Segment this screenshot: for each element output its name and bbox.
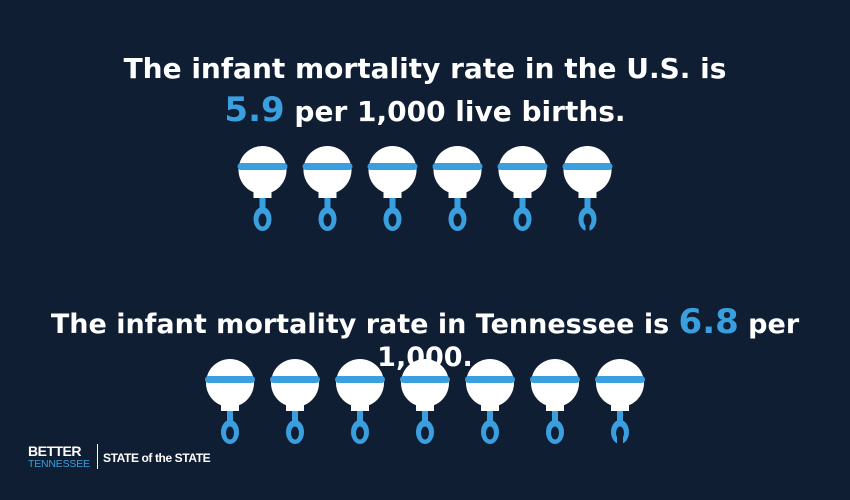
rattle-loop-hole bbox=[258, 213, 267, 227]
rattle-loop-hole bbox=[388, 213, 397, 227]
us-rattle-icon-6 bbox=[562, 146, 613, 234]
rattle-stem bbox=[324, 198, 331, 211]
rattle-band bbox=[400, 376, 450, 383]
rattle-stem bbox=[422, 411, 428, 424]
rattle-stem bbox=[259, 198, 266, 211]
rattle-neck bbox=[351, 402, 369, 411]
us-rattle-icon-1 bbox=[237, 146, 288, 231]
rattle-stem bbox=[389, 198, 396, 211]
rattle-loop-hole bbox=[356, 426, 364, 440]
logo-tennessee-text: TENNESSEE bbox=[28, 458, 90, 470]
rattle-neck bbox=[578, 189, 597, 198]
tn-rattle-icon-2 bbox=[270, 359, 320, 444]
rattle-stem bbox=[227, 411, 233, 424]
rattle-loop-hole bbox=[453, 213, 462, 227]
logo-divider bbox=[97, 444, 98, 469]
rattle-band bbox=[237, 163, 288, 170]
rattle-stem bbox=[454, 198, 461, 211]
logo-state-of-the-state: STATE of the STATE bbox=[103, 451, 211, 465]
rattle-neck bbox=[318, 189, 337, 198]
rattle-neck bbox=[611, 402, 629, 411]
logo-better-text: BETTER bbox=[28, 443, 82, 459]
rattle-loop-hole bbox=[226, 426, 234, 440]
tn-rattle-pictogram bbox=[205, 359, 645, 447]
rattle-band bbox=[367, 163, 418, 170]
us-rattle-icon-3 bbox=[367, 146, 418, 231]
us-rattle-pictogram bbox=[237, 146, 613, 234]
rattle-band bbox=[497, 163, 548, 170]
rattle-loop-hole bbox=[421, 426, 429, 440]
us-rattle-icon-2 bbox=[302, 146, 353, 231]
rattle-neck bbox=[481, 402, 499, 411]
us-rate-heading: The infant mortality rate in the U.S. is bbox=[123, 52, 727, 85]
rattle-neck bbox=[383, 189, 402, 198]
tn-rattle-icon-6 bbox=[530, 359, 580, 444]
us-rate-unit: per 1,000 live births. bbox=[284, 95, 626, 128]
tn-rattle-icon-7 bbox=[595, 359, 645, 447]
rattle-band bbox=[335, 376, 385, 383]
us-rate-value: 5.9 bbox=[224, 90, 285, 130]
rattle-band bbox=[432, 163, 483, 170]
rattle-band bbox=[205, 376, 255, 383]
rattle-stem bbox=[292, 411, 298, 424]
rattle-neck bbox=[546, 402, 564, 411]
rattle-partial-cut bbox=[585, 222, 590, 234]
rattle-neck bbox=[448, 189, 467, 198]
rattle-loop-hole bbox=[291, 426, 299, 440]
tn-rate-heading: The infant mortality rate in Tennessee i… bbox=[0, 302, 850, 373]
rattle-stem bbox=[357, 411, 363, 424]
tn-rattle-icon-4 bbox=[400, 359, 450, 444]
rattle-stem bbox=[617, 411, 623, 424]
tn-rattle-icon-3 bbox=[335, 359, 385, 444]
tn-rate-prefix: The infant mortality rate in Tennessee i… bbox=[50, 309, 679, 340]
rattle-stem bbox=[552, 411, 558, 424]
rattle-stem bbox=[487, 411, 493, 424]
rattle-neck bbox=[513, 189, 532, 198]
tn-rattle-icon-5 bbox=[465, 359, 515, 444]
rattle-loop-hole bbox=[518, 213, 527, 227]
rattle-stem bbox=[584, 198, 591, 211]
rattle-neck bbox=[253, 189, 272, 198]
rattle-loop-hole bbox=[486, 426, 494, 440]
rattle-band bbox=[302, 163, 353, 170]
us-rattle-icon-5 bbox=[497, 146, 548, 231]
rattle-band bbox=[270, 376, 320, 383]
rattle-loop-hole bbox=[323, 213, 332, 227]
rattle-band bbox=[465, 376, 515, 383]
rattle-band bbox=[562, 163, 613, 170]
us-rattle-icon-4 bbox=[432, 146, 483, 231]
rattle-band bbox=[530, 376, 580, 383]
rattle-neck bbox=[221, 402, 239, 411]
rattle-stem bbox=[519, 198, 526, 211]
tn-rate-value: 6.8 bbox=[678, 302, 739, 342]
rattle-neck bbox=[416, 402, 434, 411]
us-rate-subheading: 5.9 per 1,000 live births. bbox=[0, 90, 850, 130]
rattle-neck bbox=[286, 402, 304, 411]
tn-rattle-icon-1 bbox=[205, 359, 255, 444]
rattle-band bbox=[595, 376, 645, 383]
rattle-loop-hole bbox=[551, 426, 559, 440]
rattle-partial-cut bbox=[617, 435, 623, 447]
